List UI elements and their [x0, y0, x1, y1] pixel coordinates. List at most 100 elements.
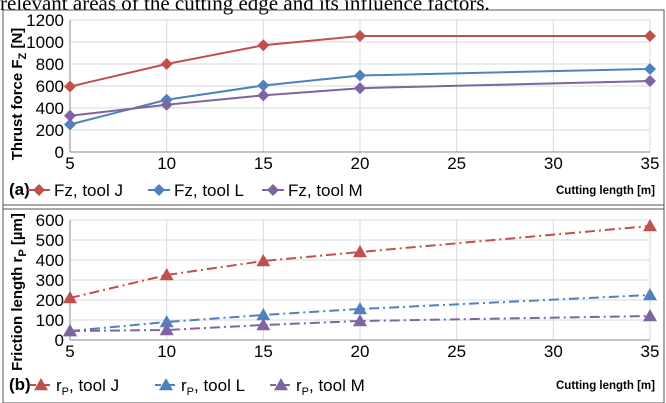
- data-point: [354, 69, 366, 82]
- legend-label-text: r: [296, 376, 302, 395]
- legend-label-text: Fz, tool M: [288, 181, 363, 200]
- legend-label-text: r: [56, 376, 62, 395]
- y-axis-label-subscript: P: [17, 249, 29, 256]
- legend-marker: [267, 184, 279, 196]
- series-3: rP, tool M: [63, 309, 657, 398]
- x-tick-label: 20: [351, 342, 370, 361]
- data-point: [644, 29, 656, 42]
- x-tick-label: 35: [641, 154, 660, 173]
- data-point: [256, 254, 271, 267]
- legend-marker: [153, 184, 165, 196]
- legend-marker: [33, 184, 45, 196]
- x-tick-label: 25: [447, 154, 466, 173]
- y-tick-label: 0: [55, 331, 64, 350]
- y-tick-label: 600: [36, 211, 64, 230]
- x-tick-label: 5: [65, 342, 74, 361]
- y-tick-label: 200: [36, 121, 64, 140]
- series-1: rP, tool J: [30, 219, 657, 398]
- data-point: [353, 302, 367, 315]
- y-tick-label: 400: [36, 251, 64, 270]
- series-3: Fz, tool M: [64, 75, 656, 200]
- x-tick-label: 10: [157, 154, 176, 173]
- data-point: [64, 118, 76, 131]
- data-point: [160, 58, 173, 70]
- x-axis-label: Cutting length [m]: [556, 185, 655, 197]
- data-point: [159, 268, 174, 281]
- x-axis-label: Cutting length [m]: [556, 380, 655, 392]
- legend-label-subscript: P: [62, 386, 69, 398]
- data-point: [63, 291, 77, 304]
- legend-label-rest: , tool J: [69, 376, 119, 395]
- series-2: rP, tool L: [63, 288, 657, 398]
- legend-marker: [34, 378, 48, 391]
- x-tick-label: 20: [351, 154, 370, 173]
- data-point: [159, 315, 174, 328]
- y-axis-label-unit: [N]: [9, 28, 26, 53]
- x-tick-label: 10: [157, 342, 176, 361]
- data-point: [159, 323, 174, 336]
- x-tick-label: 5: [65, 154, 74, 173]
- data-point: [643, 219, 657, 232]
- legend-label-text: Fz, tool L: [174, 181, 244, 200]
- panel-label: (a): [9, 180, 30, 199]
- data-point: [257, 39, 270, 52]
- y-tick-label: 0: [55, 143, 64, 162]
- x-tick-label: 15: [254, 342, 273, 361]
- data-point: [643, 309, 657, 322]
- data-point: [353, 314, 367, 327]
- legend-label: Fz, tool M: [288, 181, 363, 200]
- y-axis-label: Friction length rP [µm]: [9, 213, 29, 371]
- data-point: [353, 245, 367, 258]
- legend-marker: [159, 378, 173, 391]
- legend-label-text: Fz, tool J: [54, 181, 123, 200]
- data-point: [644, 62, 656, 75]
- y-tick-label: 800: [36, 55, 64, 74]
- y-tick-label: 100: [36, 311, 64, 330]
- legend-label-subscript: P: [302, 386, 309, 398]
- legend-label: Fz, tool L: [174, 181, 244, 200]
- legend-label: rP, tool L: [181, 376, 245, 398]
- data-point: [160, 98, 173, 111]
- figure-caption-fragment: relevant areas of the cutting edge and i…: [0, 0, 490, 15]
- panel-border: [2, 9, 665, 210]
- data-point: [257, 89, 270, 102]
- data-point: [256, 318, 271, 331]
- legend-label-rest: , tool L: [194, 376, 245, 395]
- legend-label: rP, tool M: [296, 376, 365, 398]
- series-line: [69, 225, 651, 299]
- legend-label: Fz, tool J: [54, 181, 123, 200]
- legend-marker: [274, 378, 288, 391]
- panel-border: [2, 204, 665, 403]
- x-tick-label: 35: [641, 342, 660, 361]
- legend-label-rest: , tool M: [309, 376, 365, 395]
- panel-a-thrust-force: 0 200 400 600 800 1000 1200 5 10 15 20 25 30 35 Thrust…: [2, 9, 665, 210]
- x-tick-label: 30: [544, 154, 563, 173]
- panel-label: (b): [9, 375, 31, 394]
- data-point: [256, 308, 271, 321]
- y-axis-label-unit: [µm]: [9, 213, 26, 249]
- data-point: [644, 75, 656, 88]
- series-line: [69, 315, 651, 332]
- series-1: Fz, tool J: [28, 29, 656, 200]
- y-tick-label: 600: [36, 77, 64, 96]
- data-point: [257, 79, 270, 92]
- y-tick-label: 300: [36, 271, 64, 290]
- data-point: [354, 82, 366, 95]
- data-point: [64, 80, 76, 93]
- data-point: [354, 29, 366, 42]
- y-tick-label: 500: [36, 231, 64, 250]
- legend-label-subscript: P: [187, 386, 194, 398]
- data-point: [64, 109, 76, 122]
- legend-label: rP, tool J: [56, 376, 119, 398]
- y-tick-label: 200: [36, 291, 64, 310]
- x-tick-label: 15: [254, 154, 273, 173]
- y-tick-label: 1000: [26, 33, 64, 52]
- x-tick-label: 25: [447, 342, 466, 361]
- y-tick-label: 400: [36, 99, 64, 118]
- y-axis-label-text: Friction length r: [9, 257, 26, 371]
- legend-label-text: r: [181, 376, 187, 395]
- data-point: [643, 288, 657, 301]
- y-axis-label-subscript: Z: [17, 52, 29, 59]
